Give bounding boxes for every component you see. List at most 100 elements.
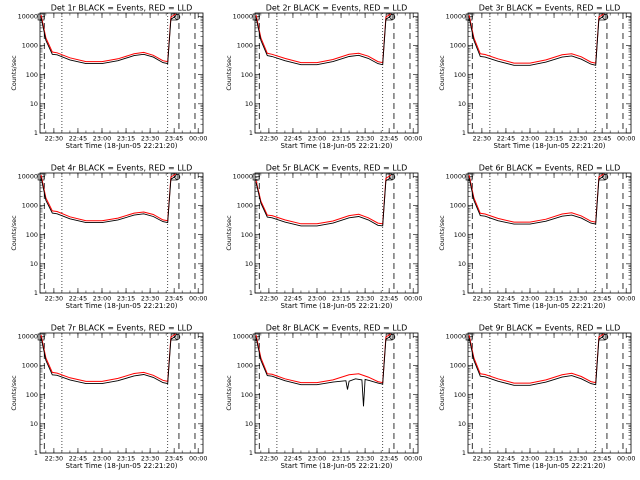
chart-title: Det 9r BLACK = Events, RED = LLD [479,324,621,333]
y-tick-label: 1 [34,289,38,297]
series-line-lld [468,13,604,64]
y-tick-label: 10 [30,100,38,108]
y-tick-label: 1 [462,449,466,457]
y-tick-label: 1000 [237,202,253,210]
y-tick-label: 10 [245,100,253,108]
y-axis-label: Counts/sec [438,375,446,411]
x-tick-label: 00:00 [617,295,635,303]
chart-panel-6: Det 6r BLACK = Events, RED = LLD 1 10 100 10… [438,164,635,311]
marker-box-right [385,173,393,181]
x-tick-label: 23:30 [141,295,159,303]
y-tick-label: 10 [245,420,253,428]
x-tick-label: 23:45 [165,455,183,463]
series-line-lld [255,174,391,225]
y-tick-label: 10 [458,260,466,268]
y-tick-label: 1 [34,129,38,137]
y-tick-label: 100 [241,391,253,399]
x-tick-label: 22:30 [473,455,491,463]
chart-panel-2: Det 2r BLACK = Events, RED = LLD 1 10 100 10… [225,4,422,151]
x-tick-label: 23:30 [569,135,587,143]
y-tick-label: 10 [458,420,466,428]
chart-title: Det 7r BLACK = Events, RED = LLD [51,324,193,333]
x-axis-label: Start Time (18-Jun-05 22:21:20) [281,302,393,310]
series-line-events [468,15,604,66]
marker-box-left [465,13,473,21]
x-tick-label: 23:15 [117,455,135,463]
plot-frame [254,12,419,134]
chart-title: Det 1r BLACK = Events, RED = LLD [51,4,193,13]
y-tick-label: 1000 [450,202,466,210]
y-tick-label: 10 [30,260,38,268]
y-tick-label: 10000 [446,173,466,181]
x-tick-label: 22:30 [45,295,63,303]
y-tick-label: 100 [454,231,466,239]
marker-box-left [37,333,45,341]
x-axis-label: Start Time (18-Jun-05 22:21:20) [281,142,393,150]
x-tick-label: 23:15 [545,455,563,463]
x-tick-label: 00:00 [404,135,422,143]
chart-panel-5: Det 5r BLACK = Events, RED = LLD 1 10 100 10… [225,164,422,311]
chart-panel-4: Det 4r BLACK = Events, RED = LLD 1 10 100 10… [10,164,207,311]
x-tick-label: 00:00 [404,295,422,303]
series-line-lld [40,333,176,383]
y-tick-label: 1 [249,129,253,137]
x-tick-label: 23:15 [545,135,563,143]
x-tick-label: 23:30 [356,135,374,143]
x-tick-label: 23:00 [521,135,539,143]
x-tick-label: 23:00 [308,135,326,143]
y-tick-label: 100 [26,231,38,239]
x-tick-label: 23:45 [380,455,398,463]
x-tick-label: 23:00 [308,455,326,463]
series-line-events [255,15,391,66]
x-tick-label: 22:45 [284,295,302,303]
marker-box-left [252,13,260,21]
x-tick-label: 23:15 [332,135,350,143]
y-tick-label: 1000 [237,42,253,50]
marker-box-left [465,173,473,181]
plot-frame [254,332,419,454]
x-axis-label: Start Time (18-Jun-05 22:21:20) [66,462,178,470]
x-tick-label: 00:00 [189,135,207,143]
series-line-lld [40,173,176,222]
series-line-events [40,175,176,224]
y-tick-label: 100 [454,71,466,79]
x-tick-label: 23:15 [117,135,135,143]
y-tick-label: 10000 [233,13,253,21]
x-axis-label: Start Time (18-Jun-05 22:21:20) [66,142,178,150]
y-axis-label: Counts/sec [225,215,233,251]
x-tick-label: 00:00 [617,455,635,463]
x-tick-label: 23:45 [165,135,183,143]
x-tick-label: 23:45 [165,295,183,303]
x-tick-label: 23:45 [593,455,611,463]
x-tick-label: 22:45 [69,135,87,143]
y-tick-label: 10 [30,420,38,428]
y-tick-label: 100 [241,71,253,79]
x-tick-label: 00:00 [189,295,207,303]
chart-panel-3: Det 3r BLACK = Events, RED = LLD 1 10 100 10… [438,4,635,151]
y-tick-label: 100 [26,391,38,399]
x-tick-label: 23:30 [356,295,374,303]
y-tick-label: 10 [245,260,253,268]
chart-title: Det 4r BLACK = Events, RED = LLD [51,164,193,173]
x-tick-label: 23:45 [593,135,611,143]
y-axis-label: Counts/sec [438,55,446,91]
y-tick-label: 10000 [233,333,253,341]
x-tick-label: 23:30 [569,295,587,303]
x-tick-label: 22:30 [260,455,278,463]
x-tick-label: 23:45 [593,295,611,303]
y-tick-label: 100 [26,71,38,79]
x-tick-label: 22:30 [473,135,491,143]
x-tick-label: 23:15 [545,295,563,303]
y-axis-label: Counts/sec [225,375,233,411]
y-tick-label: 1000 [22,202,38,210]
x-tick-label: 23:15 [117,295,135,303]
y-tick-label: 10000 [18,333,38,341]
series-line-lld [468,173,604,223]
x-tick-label: 22:30 [45,455,63,463]
x-tick-label: 23:30 [569,455,587,463]
chart-panel-1: Det 1r BLACK = Events, RED = LLD 1 10 100 10… [10,4,207,151]
y-tick-label: 10000 [233,173,253,181]
x-tick-label: 22:30 [260,295,278,303]
x-axis-label: Start Time (18-Jun-05 22:21:20) [494,142,606,150]
plot-frame [39,172,204,294]
